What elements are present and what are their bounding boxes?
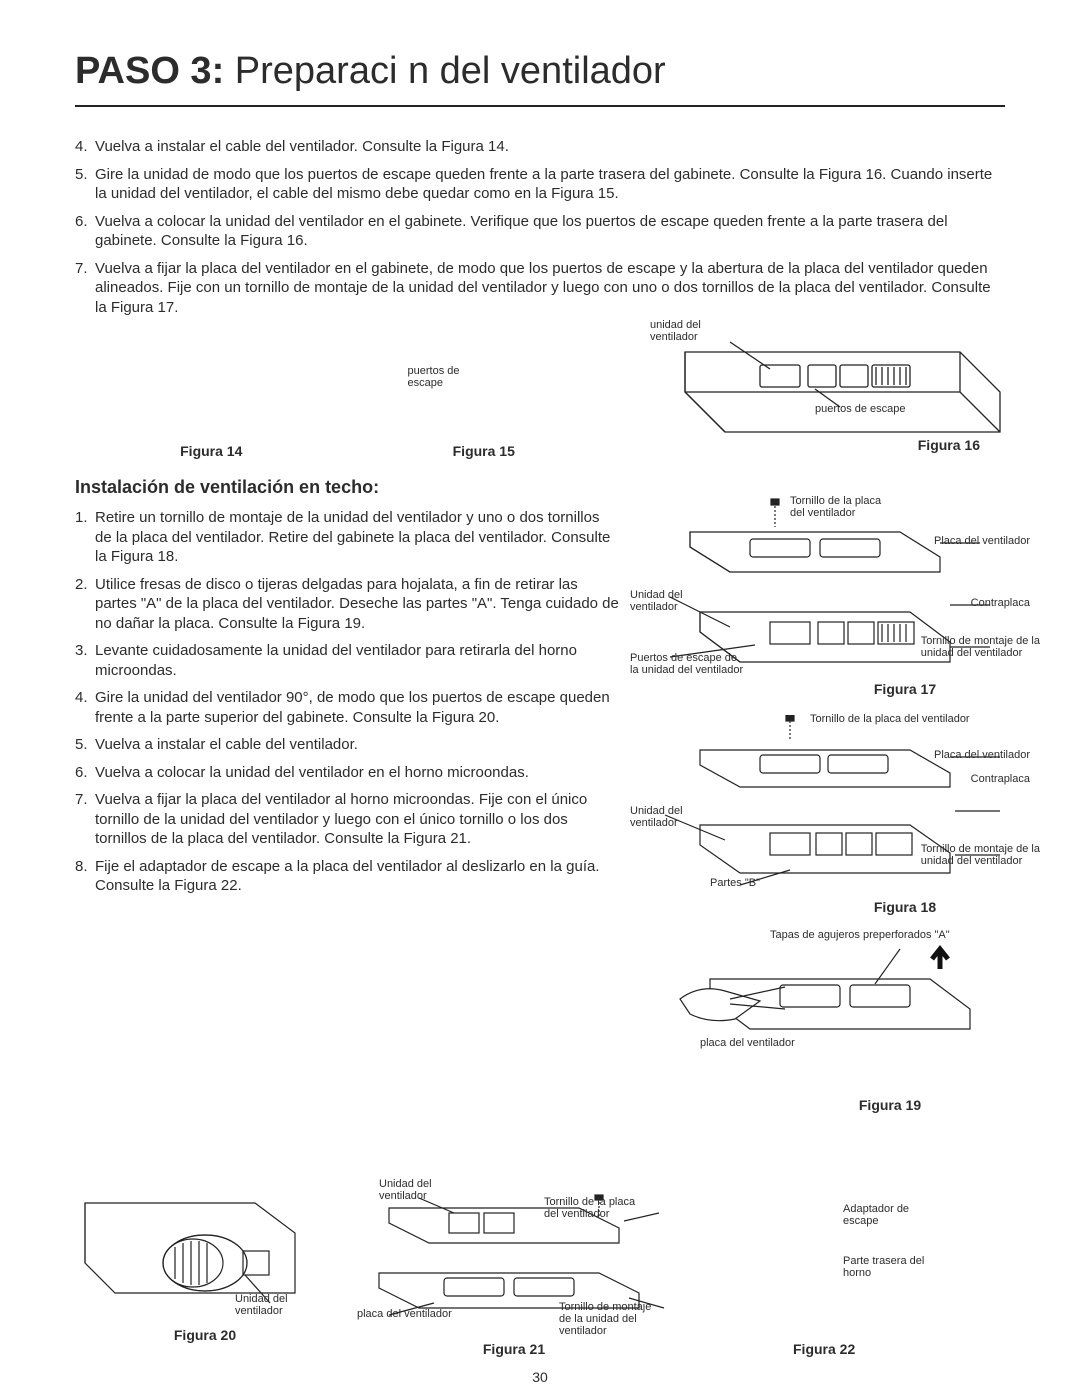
step-num: 7.: [75, 259, 95, 318]
caption-fig17: Figura 17: [790, 681, 1020, 697]
page-number: 30: [0, 1369, 1080, 1385]
label-unidad3: Unidad delventilador: [235, 1293, 288, 1317]
step-num: 7.: [75, 790, 95, 849]
caption-fig22: Figura 22: [793, 1341, 1003, 1357]
label-unidad2: Unidad delventilador: [630, 805, 683, 829]
step-text: Retire un tornillo de montaje de la unid…: [95, 508, 620, 567]
title-rest: Preparaci n del ventilador: [224, 50, 665, 92]
label-trasera: Parte trasera delhorno: [843, 1255, 924, 1279]
label-puertos-escape: puertos deescape: [408, 365, 460, 389]
label-tornillo-placa: Tornillo de la placadel ventilador: [544, 1196, 635, 1220]
step-num: 5.: [75, 735, 95, 755]
caption-fig15: Figura 15: [348, 443, 621, 459]
label-tornillo-montaje2: Tornillo de montajede la unidad delventi…: [559, 1301, 651, 1337]
step-text: Utilice fresas de disco o tijeras delgad…: [95, 575, 620, 634]
label-tornillo-montaje: Tornillo de montaje de launidad del vent…: [921, 843, 1040, 867]
label-unidad2: Unidad delventilador: [379, 1178, 432, 1202]
step-text: Fije el adaptador de escape a la placa d…: [95, 857, 620, 896]
label-placa-vent: Placa del ventilador: [934, 749, 1030, 761]
subheading: Instalación de ventilación en techo:: [75, 477, 620, 498]
caption-fig21: Figura 21: [349, 1341, 679, 1357]
caption-fig20: Figura 20: [75, 1327, 335, 1343]
label-placa-lc: placa del ventilador: [700, 1037, 795, 1049]
step-text: Gire la unidad de modo que los puertos d…: [95, 165, 1005, 204]
title-bold: PASO 3:: [75, 50, 224, 92]
step-num: 1.: [75, 508, 95, 567]
label-tornillo-placa2: Tornillo de la placa del ventilador: [810, 713, 970, 725]
label-placa-lc: placa del ventilador: [357, 1308, 452, 1320]
page-title: PASO 3: Preparaci n del ventilador: [75, 50, 1005, 107]
label-unidad2: Unidad delventilador: [630, 589, 683, 613]
step-num: 6.: [75, 212, 95, 251]
label-puertos2: puertos de escape: [815, 403, 906, 415]
step-num: 3.: [75, 641, 95, 680]
label-tornillo-placa: Tornillo de la placadel ventilador: [790, 495, 881, 519]
step-num: 6.: [75, 763, 95, 783]
caption-fig16: Figura 16: [918, 437, 980, 453]
figure-18-diagram: [640, 715, 1020, 895]
step-text: Vuelva a instalar el cable del ventilado…: [95, 137, 1005, 157]
figure-20-diagram: [75, 1193, 335, 1323]
step-num: 4.: [75, 137, 95, 157]
label-partes-b: Partes "B": [710, 877, 760, 889]
step-num: 4.: [75, 688, 95, 727]
top-steps: 4.Vuelva a instalar el cable del ventila…: [75, 137, 1005, 317]
label-contraplaca: Contraplaca: [971, 597, 1030, 609]
label-puertos-unit: Puertos de escape dela unidad del ventil…: [630, 652, 743, 676]
step-text: Vuelva a colocar la unidad del ventilado…: [95, 212, 1005, 251]
step-text: Levante cuidadosamente la unidad del ven…: [95, 641, 620, 680]
step-text: Gire la unidad del ventilador 90°, de mo…: [95, 688, 620, 727]
figure-19-diagram: [640, 929, 1020, 1079]
label-tapas-a: Tapas de agujeros preperforados "A": [770, 929, 950, 941]
step-num: 8.: [75, 857, 95, 896]
ceiling-steps: 1.Retire un tornillo de montaje de la un…: [75, 508, 620, 896]
label-adaptador: Adaptador deescape: [843, 1203, 909, 1227]
step-text: Vuelva a fijar la placa del ventilador a…: [95, 790, 620, 849]
step-text: Vuelva a colocar la unidad del ventilado…: [95, 763, 620, 783]
caption-fig19: Figura 19: [760, 1097, 1020, 1113]
label-tornillo-montaje: Tornillo de montaje de launidad del vent…: [921, 635, 1040, 659]
step-text: Vuelva a instalar el cable del ventilado…: [95, 735, 620, 755]
label-contraplaca: Contraplaca: [971, 773, 1030, 785]
caption-fig18: Figura 18: [790, 899, 1020, 915]
step-text: Vuelva a fijar la placa del ventilador e…: [95, 259, 1005, 318]
caption-fig14: Figura 14: [75, 443, 348, 459]
label-unidad: unidad delventilador: [650, 319, 701, 343]
bottom-figure-row: Unidad delventilador Figura 20: [75, 1193, 1005, 1357]
step-num: 2.: [75, 575, 95, 634]
label-placa-vent: Placa del ventilador: [934, 535, 1030, 547]
step-num: 5.: [75, 165, 95, 204]
